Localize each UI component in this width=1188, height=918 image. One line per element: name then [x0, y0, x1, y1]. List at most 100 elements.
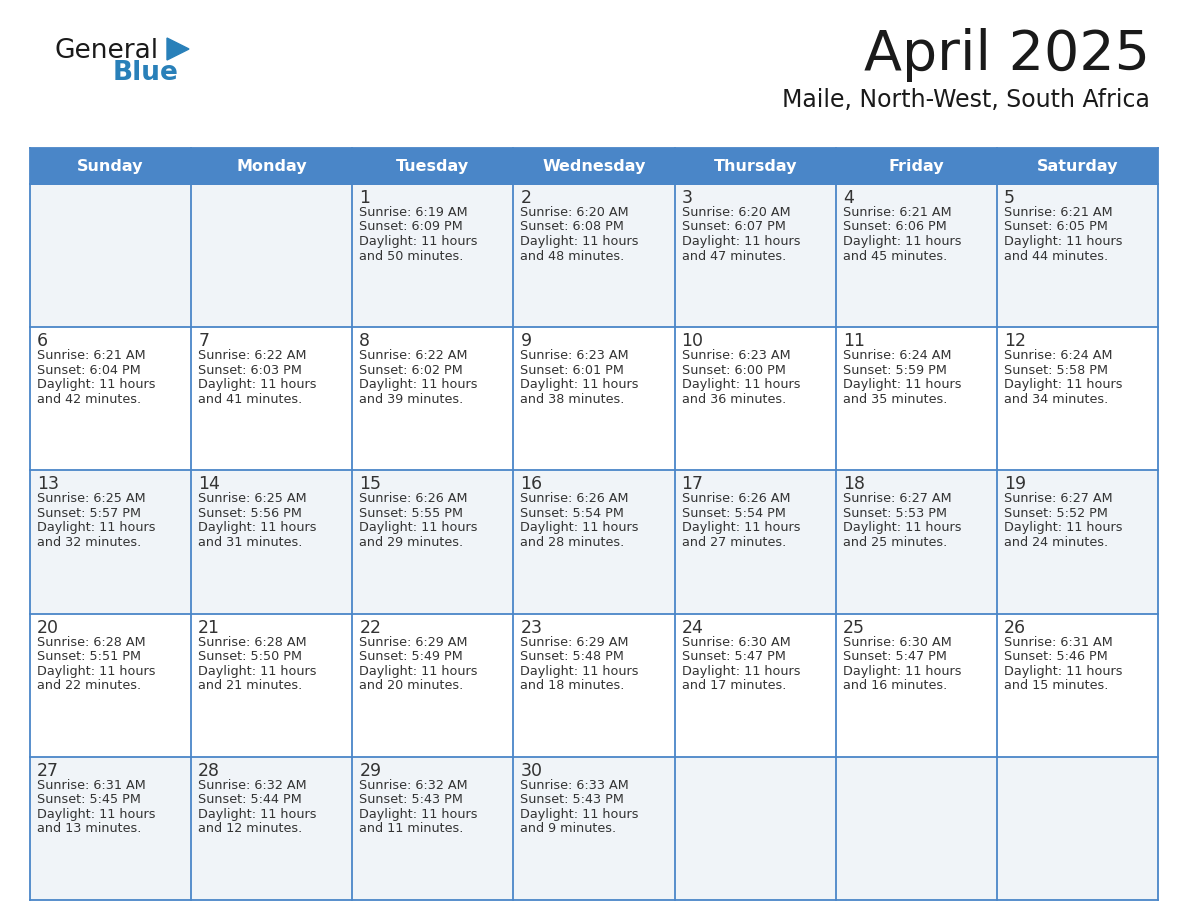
Text: and 45 minutes.: and 45 minutes. [842, 250, 947, 263]
Bar [997, 327, 1158, 470]
Bar [30, 613, 191, 756]
Text: Daylight: 11 hours: Daylight: 11 hours [1004, 665, 1123, 677]
Text: Sunrise: 6:20 AM: Sunrise: 6:20 AM [520, 206, 630, 219]
Text: and 28 minutes.: and 28 minutes. [520, 536, 625, 549]
Bar [513, 184, 675, 327]
Text: and 11 minutes.: and 11 minutes. [359, 823, 463, 835]
Text: Daylight: 11 hours: Daylight: 11 hours [37, 378, 156, 391]
Text: and 38 minutes.: and 38 minutes. [520, 393, 625, 406]
Text: 29: 29 [359, 762, 381, 779]
Text: Thursday: Thursday [713, 159, 797, 174]
Text: Sunset: 5:51 PM: Sunset: 5:51 PM [37, 650, 141, 663]
Text: 7: 7 [198, 332, 209, 350]
Text: Sunset: 5:52 PM: Sunset: 5:52 PM [1004, 507, 1107, 520]
Text: Daylight: 11 hours: Daylight: 11 hours [682, 521, 800, 534]
Text: Daylight: 11 hours: Daylight: 11 hours [359, 521, 478, 534]
Bar [835, 184, 997, 327]
Text: and 25 minutes.: and 25 minutes. [842, 536, 947, 549]
Text: 25: 25 [842, 619, 865, 636]
Bar [191, 756, 353, 900]
Text: Sunset: 6:00 PM: Sunset: 6:00 PM [682, 364, 785, 376]
Text: Sunrise: 6:32 AM: Sunrise: 6:32 AM [359, 778, 468, 792]
Text: Sunrise: 6:30 AM: Sunrise: 6:30 AM [682, 635, 790, 649]
Text: Sunset: 5:56 PM: Sunset: 5:56 PM [198, 507, 302, 520]
Text: Sunrise: 6:28 AM: Sunrise: 6:28 AM [37, 635, 146, 649]
Text: 13: 13 [37, 476, 59, 493]
Text: and 41 minutes.: and 41 minutes. [198, 393, 303, 406]
Text: Saturday: Saturday [1037, 159, 1118, 174]
Text: 4: 4 [842, 189, 854, 207]
Bar [353, 470, 513, 613]
Text: Daylight: 11 hours: Daylight: 11 hours [520, 521, 639, 534]
Text: General: General [55, 38, 159, 64]
Bar [675, 613, 835, 756]
Text: 27: 27 [37, 762, 59, 779]
Text: Daylight: 11 hours: Daylight: 11 hours [1004, 235, 1123, 248]
Text: Sunset: 6:07 PM: Sunset: 6:07 PM [682, 220, 785, 233]
Text: Sunset: 5:45 PM: Sunset: 5:45 PM [37, 793, 141, 806]
Text: Sunset: 5:44 PM: Sunset: 5:44 PM [198, 793, 302, 806]
Text: Sunset: 6:02 PM: Sunset: 6:02 PM [359, 364, 463, 376]
Bar [675, 327, 835, 470]
Bar [353, 756, 513, 900]
Text: Friday: Friday [889, 159, 944, 174]
Bar [513, 756, 675, 900]
Text: Sunset: 5:53 PM: Sunset: 5:53 PM [842, 507, 947, 520]
Text: Daylight: 11 hours: Daylight: 11 hours [37, 665, 156, 677]
Text: 17: 17 [682, 476, 703, 493]
Bar [191, 470, 353, 613]
Text: Sunrise: 6:20 AM: Sunrise: 6:20 AM [682, 206, 790, 219]
Text: and 36 minutes.: and 36 minutes. [682, 393, 785, 406]
Bar [835, 613, 997, 756]
Text: Sunrise: 6:27 AM: Sunrise: 6:27 AM [1004, 492, 1112, 506]
Text: 15: 15 [359, 476, 381, 493]
Bar [675, 470, 835, 613]
Bar [513, 470, 675, 613]
Text: 9: 9 [520, 332, 531, 350]
Text: Sunset: 6:05 PM: Sunset: 6:05 PM [1004, 220, 1107, 233]
Text: Daylight: 11 hours: Daylight: 11 hours [520, 378, 639, 391]
Text: Sunset: 6:03 PM: Sunset: 6:03 PM [198, 364, 302, 376]
Text: 28: 28 [198, 762, 220, 779]
Text: Sunset: 6:06 PM: Sunset: 6:06 PM [842, 220, 947, 233]
Text: Sunrise: 6:31 AM: Sunrise: 6:31 AM [37, 778, 146, 792]
Text: Daylight: 11 hours: Daylight: 11 hours [37, 808, 156, 821]
Text: Sunset: 5:54 PM: Sunset: 5:54 PM [520, 507, 625, 520]
Text: 24: 24 [682, 619, 703, 636]
Text: 6: 6 [37, 332, 49, 350]
Text: Sunrise: 6:21 AM: Sunrise: 6:21 AM [1004, 206, 1112, 219]
Text: Daylight: 11 hours: Daylight: 11 hours [359, 808, 478, 821]
Text: and 48 minutes.: and 48 minutes. [520, 250, 625, 263]
Text: and 17 minutes.: and 17 minutes. [682, 679, 786, 692]
Text: Sunset: 5:58 PM: Sunset: 5:58 PM [1004, 364, 1108, 376]
Text: and 18 minutes.: and 18 minutes. [520, 679, 625, 692]
Text: and 34 minutes.: and 34 minutes. [1004, 393, 1108, 406]
Text: Daylight: 11 hours: Daylight: 11 hours [842, 521, 961, 534]
Bar [513, 327, 675, 470]
Bar [513, 613, 675, 756]
Text: 14: 14 [198, 476, 220, 493]
Bar [30, 184, 191, 327]
Text: Sunrise: 6:30 AM: Sunrise: 6:30 AM [842, 635, 952, 649]
Text: Sunrise: 6:25 AM: Sunrise: 6:25 AM [198, 492, 307, 506]
Text: Sunset: 5:48 PM: Sunset: 5:48 PM [520, 650, 625, 663]
Text: Sunset: 5:43 PM: Sunset: 5:43 PM [520, 793, 625, 806]
Text: Sunset: 5:46 PM: Sunset: 5:46 PM [1004, 650, 1107, 663]
Bar [30, 148, 1158, 184]
Bar [353, 184, 513, 327]
Bar [997, 470, 1158, 613]
Text: Daylight: 11 hours: Daylight: 11 hours [842, 378, 961, 391]
Text: Sunrise: 6:28 AM: Sunrise: 6:28 AM [198, 635, 307, 649]
Text: Sunrise: 6:23 AM: Sunrise: 6:23 AM [520, 349, 630, 363]
Bar [353, 613, 513, 756]
Text: Sunset: 5:50 PM: Sunset: 5:50 PM [198, 650, 302, 663]
Text: Daylight: 11 hours: Daylight: 11 hours [359, 665, 478, 677]
Text: Daylight: 11 hours: Daylight: 11 hours [682, 235, 800, 248]
Text: Wednesday: Wednesday [542, 159, 646, 174]
Text: 22: 22 [359, 619, 381, 636]
Text: Sunset: 6:08 PM: Sunset: 6:08 PM [520, 220, 625, 233]
Text: Tuesday: Tuesday [397, 159, 469, 174]
Text: Sunset: 5:57 PM: Sunset: 5:57 PM [37, 507, 141, 520]
Bar [191, 327, 353, 470]
Text: 18: 18 [842, 476, 865, 493]
